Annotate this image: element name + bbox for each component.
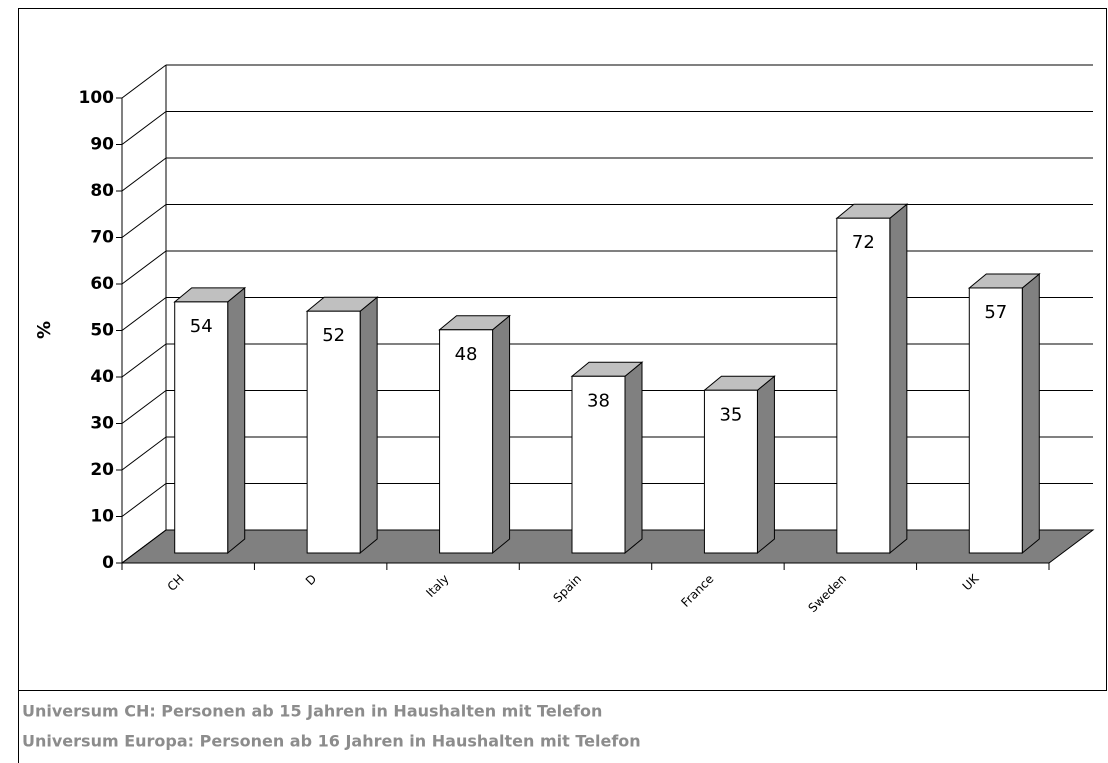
bar [571,375,626,554]
y-tick-label: 0 [102,553,114,573]
x-tick-label: CH [165,572,187,594]
grid-line-side [121,111,167,145]
x-tick-label: Sweden [806,572,849,615]
data-label: 72 [852,232,875,253]
footnote: Universum CH: Personen ab 15 Jahren in H… [22,702,602,721]
bar-side [227,286,246,555]
footnote: Universum Europa: Personen ab 16 Jahren … [22,732,641,751]
grid-line-side [121,529,167,564]
y-axis-label: % [34,321,55,339]
bar [174,301,229,554]
bar [968,287,1023,554]
bar-side [756,375,775,555]
grid-line-side [121,483,167,517]
x-tick-label: Spain [550,572,584,606]
bar-side [624,361,643,555]
grid-line-side [121,64,167,99]
bar [306,310,361,554]
grid-line-side [121,390,167,424]
data-label: 52 [322,325,345,346]
data-label: 54 [190,316,213,337]
y-tick-label: 100 [79,88,115,108]
y-tick-label: 20 [90,460,114,480]
grid-line-side [121,204,167,238]
x-tick-label: Italy [423,572,451,600]
grid-line-side [121,436,167,471]
grid-line-side [121,297,167,331]
data-label: 35 [719,404,742,425]
grid-line-side [121,250,167,285]
bar-side [889,203,908,555]
y-tick-label: 80 [90,181,114,201]
y-tick-label: 40 [90,367,114,387]
x-tick-label: D [303,572,319,588]
data-label: 48 [455,344,478,365]
y-tick-label: 60 [90,274,114,294]
data-label: 57 [984,302,1007,323]
bar [836,217,891,554]
bar-side [492,314,511,555]
grid-line-side [121,157,167,192]
y-tick-label: 10 [90,507,114,527]
y-tick-label: 30 [90,414,114,434]
y-tick-label: 90 [90,135,114,155]
data-label: 38 [587,390,610,411]
bar [439,329,494,554]
y-tick-label: 50 [90,321,114,341]
y-tick-label: 70 [90,228,114,248]
x-tick-label: France [678,572,716,610]
bar-side [359,296,378,555]
bar-side [1021,272,1040,555]
x-tick-label: UK [960,571,982,593]
bar [703,389,758,554]
grid-line-side [121,343,167,378]
frame [18,8,1107,691]
